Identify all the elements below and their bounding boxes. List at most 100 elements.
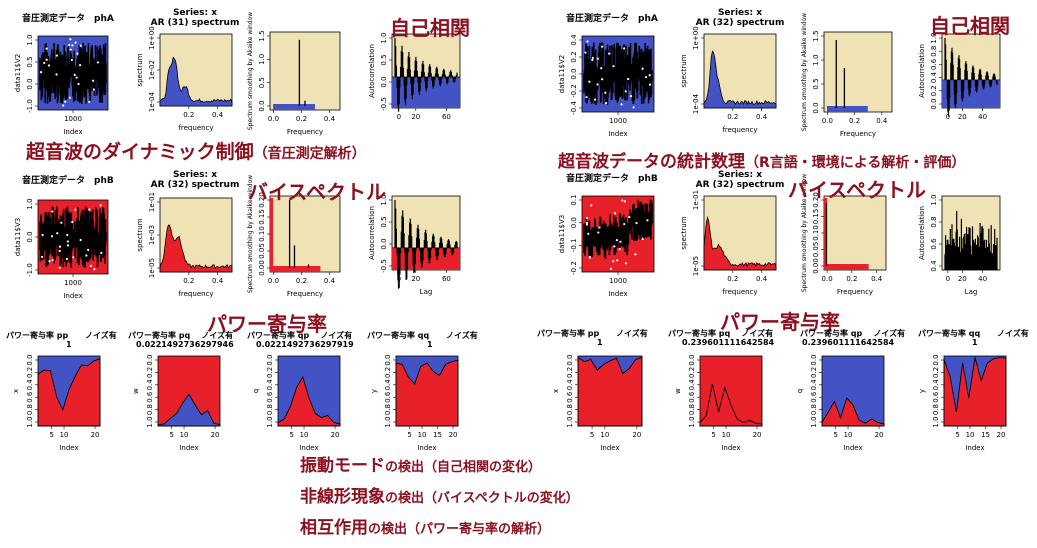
ts-right-b-point [623, 200, 626, 203]
pw-right-qp-y-tick-label: 0.0 [810, 354, 818, 365]
pw-right-pp-x-tick-label: 20 [632, 431, 641, 439]
pw-right-qq-area [943, 356, 1007, 427]
ts-left-a-point [92, 79, 95, 82]
pw-right-pp-y-tick-label: 0.6 [566, 391, 574, 403]
ts-right-a-point [648, 74, 651, 77]
ts-left-a-point [96, 61, 99, 64]
ac-right-b-y-tick-label: 0.8 [930, 216, 938, 227]
pw-left-pp-y-tick-label: 0.8 [26, 404, 34, 415]
spec-left-b-ylabel: spectrum [136, 218, 144, 251]
ts-right-b-point [590, 204, 593, 207]
pw-left-pp-y-tick-label: 0.2 [26, 367, 34, 378]
ts-right-b-point [646, 219, 649, 222]
ac-left-b-y-tick-label: 1.0 [380, 194, 388, 205]
pw-left-pp-y-tick-label: 0.4 [26, 379, 34, 391]
ac-left-a-y-tick-label: 0.5 [380, 54, 388, 65]
pw-right-pp-y-tick-label: 1.0 [566, 416, 574, 427]
pw-title: パワー寄与率 qp [247, 331, 310, 340]
subtitle-right-main: 超音波データの統計数理 [558, 152, 745, 172]
spec-right-a-area [703, 50, 777, 109]
ts-left-b-point [71, 220, 74, 224]
ts-right-a-y-tick-label: 0.0 [570, 68, 578, 79]
ts-right-a-y-tick-label: -0.4 [570, 101, 578, 115]
pw-left-qp-x-tick-label: 10 [300, 431, 309, 439]
pw-value-r0: 1 [597, 338, 603, 347]
ts-left-b-point [40, 255, 44, 258]
ts-right-b-point [585, 223, 589, 226]
bis-right-a-ylabel: Spectrum smoothing by Akaike window [801, 13, 808, 131]
title-ar-right-b: Series: x AR (32) spectrum [685, 170, 795, 190]
title-ar-left-a: Series: x AR (31) spectrum [140, 8, 250, 28]
ac-left-b-x-tick-label: 60 [442, 275, 451, 283]
bis-left-b-y-tick-label: 0.00 [258, 260, 266, 276]
ts-right-a-point [608, 52, 611, 55]
pw-left-pq-y-tick-label: 0.0 [146, 354, 154, 365]
heading-autocorr-left: 自己相関 [390, 16, 470, 40]
pw-value-r3: 1 [972, 338, 978, 347]
ts-right-a-point [596, 83, 599, 86]
series-label: Series: x [172, 170, 218, 180]
ts-left-a-point [68, 43, 71, 46]
bis-left-b-y-tick-label: 0.05 [258, 243, 266, 259]
bis-right-b-y-tick-label: 0.05 [812, 242, 820, 258]
ts-right-a-point [620, 103, 623, 106]
bis-left-b-xlabel: Frequency [287, 290, 323, 298]
ts-right-b-ylabel: data11$V3 [558, 215, 566, 253]
pw-left-qp-ylabel: q [252, 389, 260, 393]
ts-left-b-point [93, 268, 96, 271]
pw-right-qq-y-tick-label: 0.8 [932, 404, 940, 415]
pw-right-qp-y-tick-label: 0.2 [810, 367, 818, 378]
spec-right-a-y-tick-label: 1e+00 [692, 26, 700, 50]
ts-left-b-point [56, 232, 59, 235]
pw-right-pp-y-tick-label: 0.4 [566, 379, 574, 391]
ts-left-b-point [41, 233, 44, 237]
pw-left-qq-y-tick-label: 0.2 [384, 367, 392, 378]
bis-left-a-x-tick-label: 0.4 [324, 115, 336, 123]
pw-right-pp-y-tick-label: 0.0 [566, 354, 574, 365]
pw-left-pp-y-tick-label: 0.6 [26, 391, 34, 403]
ac-right-a-y-tick-label: 0.4 [930, 71, 938, 83]
ts-left-a-point [69, 38, 72, 41]
ts-right-b-y-tick-label: 0.0 [570, 217, 578, 228]
pw-right-pq-ylabel: w [674, 388, 682, 394]
spec-right-a-x-tick-label: 0.2 [727, 113, 738, 121]
pw-right-pp-xlabel: Index [600, 444, 619, 452]
pw-right-qp-area [821, 397, 885, 427]
bis-right-a-xlabel: Frequency [840, 130, 876, 138]
ts-left-a-xlabel: Index [63, 128, 82, 136]
ac-right-a-ylabel: Autocorrelation [918, 44, 926, 98]
pw-right-pq-area [699, 383, 763, 427]
ts-right-a-y-tick-label: 0.2 [570, 51, 578, 62]
ts-right-a-point [641, 67, 644, 70]
pw-left-pp-y-tick-label: 1.0 [26, 416, 34, 427]
spec-right-b-x-tick-label: 0.2 [727, 275, 738, 283]
ts-left-a-point [43, 61, 46, 65]
ts-left-b-point [88, 208, 91, 211]
ts-left-b-point [99, 204, 102, 207]
heading-bispectrum-left: バイスペクトル [248, 180, 386, 204]
pw-left-pq-x-tick-label: 10 [180, 431, 189, 439]
ts-left-a-point [79, 44, 82, 47]
ts-left-a-y-tick-label: 1.0 [26, 34, 34, 45]
bis-left-a-frame [269, 31, 341, 111]
pw-right-pq-x-tick-label: 20 [753, 431, 762, 439]
title-ar-right-a: Series: x AR (32) spectrum [685, 8, 795, 28]
ts-right-b-y-tick-label: -0.2 [570, 261, 578, 275]
pw-left-qp-y-tick-label: 0.6 [266, 391, 274, 403]
ts-right-a-point [648, 83, 652, 86]
pw-left-qq-x-tick-label: 5 [407, 431, 411, 439]
pw-title: パワー寄与率 pq [668, 329, 731, 338]
pw-title: パワー寄与率 pp [6, 331, 69, 340]
spec-label: AR (32) spectrum [695, 18, 785, 28]
bis-right-a-y-tick-label: 1.5 [812, 30, 820, 41]
bis-left-b-y-tick-label: 0.10 [258, 226, 266, 242]
spec-label: AR (32) spectrum [695, 180, 785, 190]
bis-right-b-x-tick-label: 0.4 [871, 275, 883, 283]
pw-right-pq-y-tick-label: 0.6 [688, 391, 696, 403]
note-2-rest: の検出（バイスペクトルの変化） [385, 491, 579, 506]
ts-right-b-point [588, 256, 592, 259]
pw-title: パワー寄与率 pp [537, 329, 600, 338]
pw-left-pq-y-tick-label: 0.2 [146, 367, 154, 378]
pw-value-l2: 0.0221492736297919 [256, 340, 354, 349]
ts-right-a-point [585, 96, 588, 99]
